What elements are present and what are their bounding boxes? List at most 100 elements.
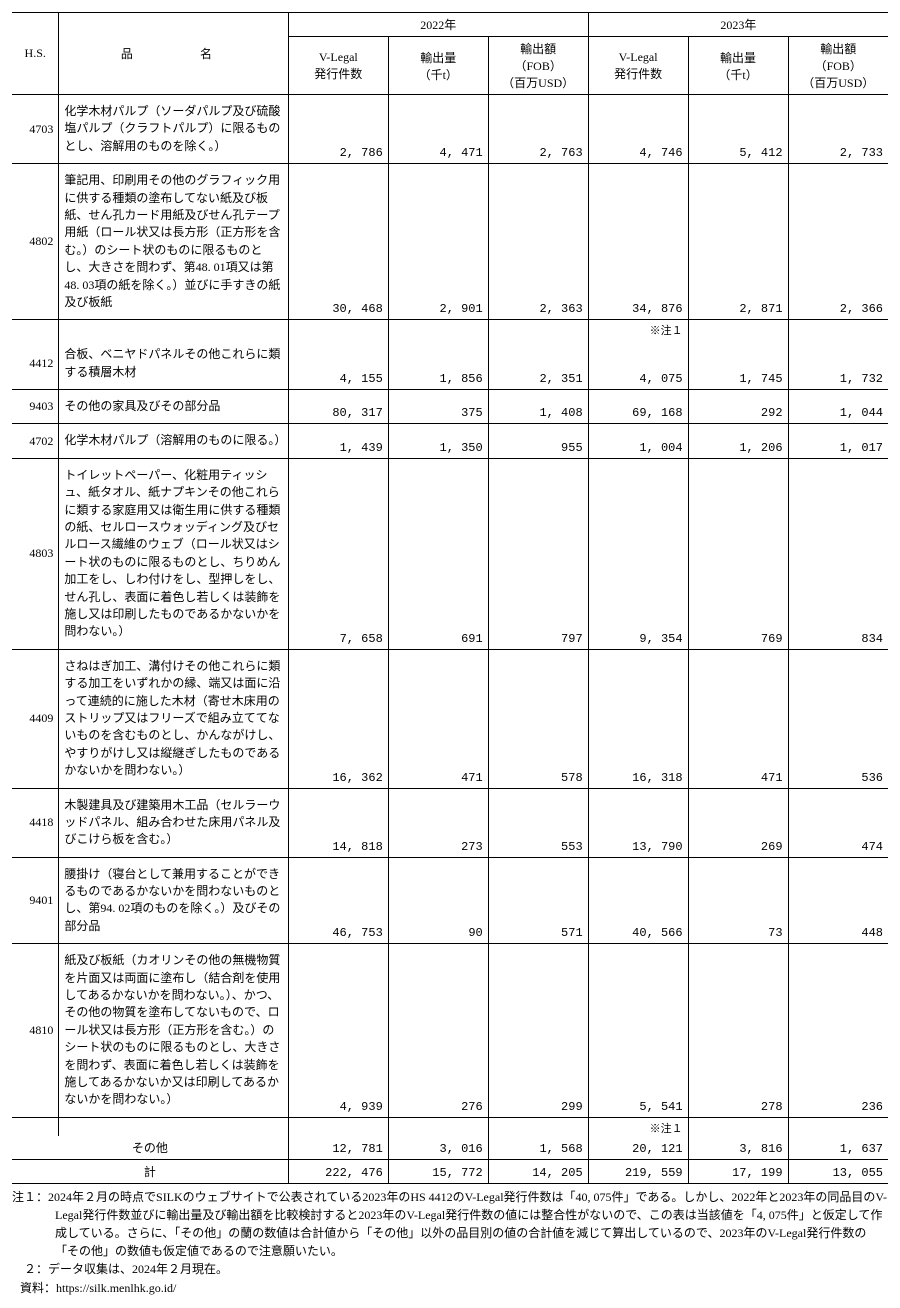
- item-name: 紙及び板紙（カオリンその他の無機物質を片面又は両面に塗布し（結合剤を使用してある…: [59, 944, 288, 1118]
- table-cell: 2, 786: [288, 95, 388, 164]
- table-cell: 16, 318: [588, 649, 688, 788]
- table-cell: 46, 753: [288, 857, 388, 944]
- table-cell: 769: [688, 458, 788, 649]
- header-vlegal-2022: V-Legal 発行件数: [288, 37, 388, 95]
- table-cell: 14, 205: [488, 1159, 588, 1183]
- item-name: 化学木材パルプ（ソーダパルプ及び硫酸塩パルプ（クラフトパルプ）に限るものとし、溶…: [59, 95, 288, 164]
- table-cell: 14, 818: [288, 788, 388, 857]
- table-cell: 4, 471: [388, 95, 488, 164]
- header-year-2023: 2023年: [588, 13, 888, 37]
- header-name: 品 名: [59, 13, 288, 95]
- table-cell: 471: [688, 649, 788, 788]
- table-row: 9403その他の家具及びその部分品80, 3173751, 40869, 168…: [12, 390, 888, 424]
- header-exportvol-2023: 輸出量 （千t）: [688, 37, 788, 95]
- table-cell: 2, 366: [788, 164, 888, 320]
- table-cell: 691: [388, 458, 488, 649]
- table-cell: 4, 746: [588, 95, 688, 164]
- table-cell: 1, 350: [388, 424, 488, 458]
- table-cell: 471: [388, 649, 488, 788]
- table-cell: 5, 541: [588, 944, 688, 1118]
- header-exportval-2023: 輸出額 （FOB） （百万USD）: [788, 37, 888, 95]
- item-name: さねはぎ加工、溝付けその他これらに類する加工をいずれかの縁、端又は面に沿って連続…: [59, 649, 288, 788]
- table-cell: 553: [488, 788, 588, 857]
- table-cell: 2, 733: [788, 95, 888, 164]
- hs-code: 9401: [12, 857, 59, 944]
- other-row-label: その他: [12, 1136, 288, 1160]
- note-marker: ※注１: [588, 320, 688, 339]
- hs-code: 4810: [12, 944, 59, 1118]
- item-name: 合板、ベニヤドパネルその他これらに類する積層木材: [59, 338, 288, 389]
- table-cell: 80, 317: [288, 390, 388, 424]
- table-cell: 236: [788, 944, 888, 1118]
- table-row: 4802筆記用、印刷用その他のグラフィック用に供する種類の塗布してない紙及び板紙…: [12, 164, 888, 320]
- table-cell: 16, 362: [288, 649, 388, 788]
- table-row: 4409さねはぎ加工、溝付けその他これらに類する加工をいずれかの縁、端又は面に沿…: [12, 649, 888, 788]
- table-cell: 1, 745: [688, 338, 788, 389]
- table-cell: 90: [388, 857, 488, 944]
- table-cell: 7, 658: [288, 458, 388, 649]
- item-name: 筆記用、印刷用その他のグラフィック用に供する種類の塗布してない紙及び板紙、せん孔…: [59, 164, 288, 320]
- table-cell: 17, 199: [688, 1159, 788, 1183]
- item-name: トイレットペーパー、化粧用ティッシュ、紙タオル、紙ナプキンその他これらに類する家…: [59, 458, 288, 649]
- table-cell: 4, 939: [288, 944, 388, 1118]
- table-cell: 834: [788, 458, 888, 649]
- total-row-label: 計: [12, 1159, 288, 1183]
- table-row: 9401腰掛け（寝台として兼用することができるものであるかないかを問わないものと…: [12, 857, 888, 944]
- table-cell: 2, 351: [488, 338, 588, 389]
- footnote-1: 注１：2024年２月の時点でSILKのウェブサイトで公表されている2023年のH…: [12, 1188, 888, 1260]
- table-cell: 5, 412: [688, 95, 788, 164]
- header-year-2022: 2022年: [288, 13, 588, 37]
- table-cell: 474: [788, 788, 888, 857]
- item-name: 木製建具及び建築用木工品（セルラーウッドパネル、組み合わせた床用パネル及びこけら…: [59, 788, 288, 857]
- table-cell: 578: [488, 649, 588, 788]
- table-row: 4803トイレットペーパー、化粧用ティッシュ、紙タオル、紙ナプキンその他これらに…: [12, 458, 888, 649]
- table-cell: 375: [388, 390, 488, 424]
- hs-code: 9403: [12, 390, 59, 424]
- table-cell: 3, 016: [388, 1136, 488, 1160]
- table-row: 4418木製建具及び建築用木工品（セルラーウッドパネル、組み合わせた床用パネル及…: [12, 788, 888, 857]
- table-cell: 278: [688, 944, 788, 1118]
- item-name: 化学木材パルプ（溶解用のものに限る。）: [59, 424, 288, 458]
- table-cell: 2, 871: [688, 164, 788, 320]
- table-row: 4702化学木材パルプ（溶解用のものに限る。）1, 4391, 3509551,…: [12, 424, 888, 458]
- table-cell: 1, 856: [388, 338, 488, 389]
- table-cell: 1, 439: [288, 424, 388, 458]
- table-cell: 12, 781: [288, 1136, 388, 1160]
- table-cell: 448: [788, 857, 888, 944]
- table-row: 4703化学木材パルプ（ソーダパルプ及び硫酸塩パルプ（クラフトパルプ）に限るもの…: [12, 95, 888, 164]
- table-cell: 9, 354: [588, 458, 688, 649]
- hs-code: 4703: [12, 95, 59, 164]
- footnote-2: ２：データ収集は、2024年２月現在。: [12, 1260, 888, 1278]
- source-line: 資料：https://silk.menlhk.go.id/: [12, 1279, 888, 1296]
- header-exportval-2022: 輸出額 （FOB） （百万USD）: [488, 37, 588, 95]
- table-cell: 571: [488, 857, 588, 944]
- table-cell: 269: [688, 788, 788, 857]
- table-cell: 3, 816: [688, 1136, 788, 1160]
- table-cell: 222, 476: [288, 1159, 388, 1183]
- table-row: 4810紙及び板紙（カオリンその他の無機物質を片面又は両面に塗布し（結合剤を使用…: [12, 944, 888, 1118]
- table-cell: 30, 468: [288, 164, 388, 320]
- table-cell: 2, 763: [488, 95, 588, 164]
- table-cell: 1, 044: [788, 390, 888, 424]
- table-cell: 4, 075: [588, 338, 688, 389]
- header-vlegal-2023: V-Legal 発行件数: [588, 37, 688, 95]
- table-cell: 20, 121: [588, 1136, 688, 1160]
- table-cell: 273: [388, 788, 488, 857]
- table-cell: 73: [688, 857, 788, 944]
- note-marker: ※注１: [588, 1117, 688, 1136]
- table-cell: 2, 901: [388, 164, 488, 320]
- hs-code: 4803: [12, 458, 59, 649]
- export-data-table: H.S. 品 名 2022年 2023年 V-Legal 発行件数 輸出量 （千…: [12, 12, 888, 1184]
- header-exportvol-2022: 輸出量 （千t）: [388, 37, 488, 95]
- table-cell: 40, 566: [588, 857, 688, 944]
- item-name: 腰掛け（寝台として兼用することができるものであるかないかを問わないものとし、第9…: [59, 857, 288, 944]
- hs-code: 4702: [12, 424, 59, 458]
- table-cell: 69, 168: [588, 390, 688, 424]
- table-cell: 1, 568: [488, 1136, 588, 1160]
- hs-code: 4412: [12, 338, 59, 389]
- table-cell: 1, 206: [688, 424, 788, 458]
- table-cell: 15, 772: [388, 1159, 488, 1183]
- table-cell: 536: [788, 649, 888, 788]
- table-cell: 1, 732: [788, 338, 888, 389]
- table-cell: 1, 017: [788, 424, 888, 458]
